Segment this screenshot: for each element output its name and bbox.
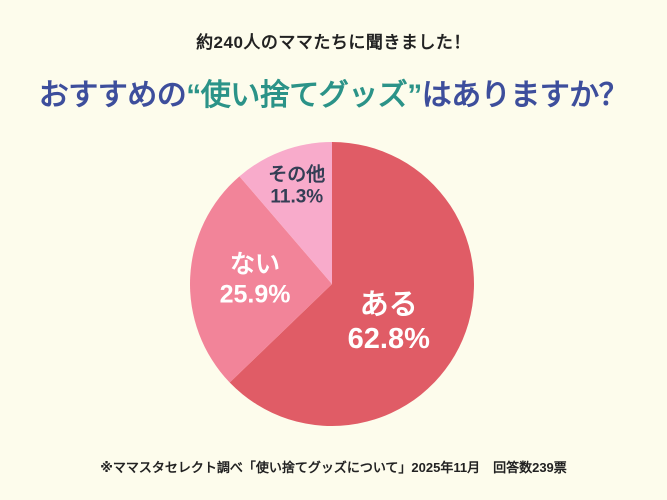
title-segment-main-2: はありますか？ [421,79,629,112]
slice-name: その他 [268,164,326,186]
slice-name: ある [359,288,418,321]
slice-value: 11.3% [270,186,324,208]
survey-subtitle: 約240人のママたちに聞きました！ [196,33,471,52]
source-note: ※ママスタセレクト調べ「使い捨てグッズについて」2025年11月 回答数239票 [100,460,567,475]
title-segment-accent: “使い捨てグッズ” [186,79,422,112]
pie-slice-1 [190,176,332,383]
pie-chart-svg [190,142,474,426]
pie-slice-2 [239,142,332,284]
pie-slice-label-sonota: その他 11.3% [268,164,325,209]
pie-slice-label-nai: ない 25.9% [220,251,291,310]
slice-value: 62.8% [347,322,430,355]
slice-name: ない [230,250,281,279]
pie-chart: ある 62.8% ない 25.9% その他 11.3% [190,142,474,426]
slice-value: 25.9% [219,280,291,309]
page-title: おすすめの“使い捨てグッズ”はありますか？ [0,70,667,114]
pie-slice-label-aru: ある 62.8% [348,288,430,356]
pie-slice-0 [229,142,474,426]
title-segment-main-1: おすすめの [38,79,187,112]
